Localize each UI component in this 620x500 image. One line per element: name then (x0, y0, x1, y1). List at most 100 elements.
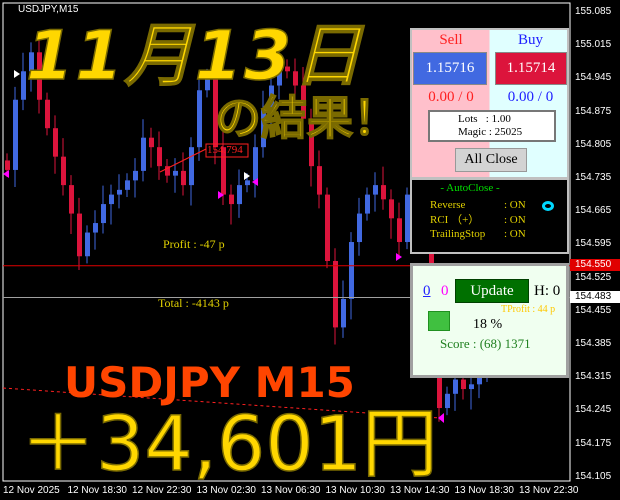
chart-frame (2, 2, 571, 482)
candle-body (21, 71, 26, 100)
time-tick-label: 12 Nov 18:30 (67, 485, 128, 496)
red-line-price-tag: 154.550 (570, 259, 620, 271)
candle-body (301, 85, 306, 119)
sell-arrow-icon (396, 253, 402, 261)
magic-value: Magic : 25025 (458, 126, 523, 138)
candle-body (461, 379, 466, 390)
price-tick-label: 154.805 (575, 138, 612, 150)
candle-body (189, 147, 194, 186)
candle-body (173, 170, 178, 176)
rci-value[interactable]: : ON (504, 213, 526, 226)
buy-arrow-icon (14, 70, 20, 78)
time-tick-label: 13 Nov 10:30 (325, 485, 386, 496)
price-tick-label: 155.085 (575, 6, 612, 17)
autoclose-title: - AutoClose - (440, 182, 500, 194)
candle-body (157, 147, 162, 167)
candle-body (197, 90, 202, 148)
candle-body (181, 170, 186, 186)
update-button[interactable]: Update (455, 279, 529, 303)
tprofit-text: TProfit : 44 p (501, 304, 556, 315)
candle-body (341, 298, 346, 328)
price-tick-label: 154.315 (575, 371, 612, 383)
candle-body (101, 204, 106, 224)
candle-body (13, 99, 18, 170)
buy-pl: 0.00 / 0 (507, 89, 554, 105)
blue-count: 0 (423, 283, 431, 299)
price-tick-label: 154.175 (575, 437, 612, 449)
price-tick-label: 154.105 (575, 470, 612, 482)
reverse-value[interactable]: : ON (504, 199, 526, 211)
candle-body (37, 52, 42, 100)
marker-price: 154.794 (207, 144, 243, 156)
candle-body (85, 232, 90, 257)
rci-label: RCI （+） (430, 213, 480, 226)
status-circle-icon (542, 201, 554, 211)
lots-value: Lots : 1.00 (458, 113, 511, 125)
trade-line (2, 387, 441, 419)
candle-body (61, 156, 66, 186)
candle-body (77, 213, 82, 257)
trade-panel: Sell Buy 1.15716 1.15714 0.00 / 0 0.00 /… (410, 28, 569, 179)
candle-body (277, 66, 282, 86)
all-close-button[interactable]: All Close (455, 148, 527, 172)
candle-body (253, 147, 258, 181)
time-tick-label: 13 Nov 02:30 (196, 485, 257, 496)
time-tick-label: 13 Nov 22:30 (519, 485, 579, 496)
autoclose-panel: - AutoClose - Reverse RCI （+） TrailingSt… (410, 178, 569, 254)
buy-button[interactable]: 1.15714 (495, 52, 567, 85)
autoclose-labels: Reverse RCI （+） TrailingStop (430, 198, 485, 242)
profit-yen-title: ＋34,601円 (19, 399, 438, 488)
time-tick-label: 13 Nov 06:30 (261, 485, 321, 496)
candle-body (69, 185, 74, 214)
candle-body (109, 194, 114, 205)
candle-body (269, 85, 274, 110)
candle-body (405, 194, 410, 243)
price-tick-label: 154.455 (575, 304, 612, 316)
candle-body (125, 180, 130, 190)
candle-body (309, 118, 314, 167)
candle-body (397, 218, 402, 243)
time-tick-label: 12 Nov 22:30 (132, 485, 192, 496)
score-color-box (428, 311, 450, 331)
time-tick-label: 13 Nov 18:30 (454, 485, 515, 496)
candle-body (477, 374, 482, 385)
candle-body (149, 137, 154, 148)
sell-arrow-icon (252, 178, 258, 186)
autoclose-values: : ON : ON : ON (504, 198, 526, 242)
candle-body (349, 242, 354, 299)
sell-pl: 0.00 / 0 (428, 89, 474, 105)
candle-body (213, 76, 218, 148)
buy-arrow-icon (244, 172, 250, 180)
candle-body (245, 180, 250, 186)
sell-arrow-icon (218, 191, 224, 199)
trailing-value[interactable]: : ON (504, 228, 526, 240)
candle-body (133, 170, 138, 181)
chart-symbol: USDJPY,M15 (18, 4, 79, 15)
candle-body (5, 160, 10, 170)
lots-magic-box[interactable]: Lots : 1.00 Magic : 25025 (428, 110, 556, 142)
candle-body (205, 76, 210, 91)
time-tick-label: 12 Nov 2025 (3, 485, 60, 496)
magenta-count: 0 (441, 283, 449, 299)
price-tick-label: 154.385 (575, 338, 612, 349)
price-tick-label: 154.945 (575, 72, 612, 84)
price-tick-label: 155.015 (575, 39, 612, 51)
candle-body (117, 189, 122, 195)
candle-body (141, 137, 146, 171)
candle-body (365, 194, 370, 214)
result-title: の結果！ (214, 91, 400, 145)
time-tick-label: 13 Nov 14:30 (390, 485, 450, 496)
candle-body (29, 52, 34, 72)
date-title: 11月13日 (25, 17, 364, 96)
sell-button[interactable]: 1.15716 (413, 52, 487, 85)
candle-body (229, 194, 234, 205)
total-text: Total : -4143 p (158, 296, 229, 310)
candle-body (453, 379, 458, 394)
sell-label: Sell (439, 32, 463, 48)
price-tick-label: 154.735 (575, 172, 612, 183)
candle-body (221, 147, 226, 195)
candle-body (53, 128, 58, 157)
candle-body (373, 185, 378, 195)
price-tick-label: 154.245 (575, 404, 612, 416)
buy-label: Buy (517, 32, 543, 48)
